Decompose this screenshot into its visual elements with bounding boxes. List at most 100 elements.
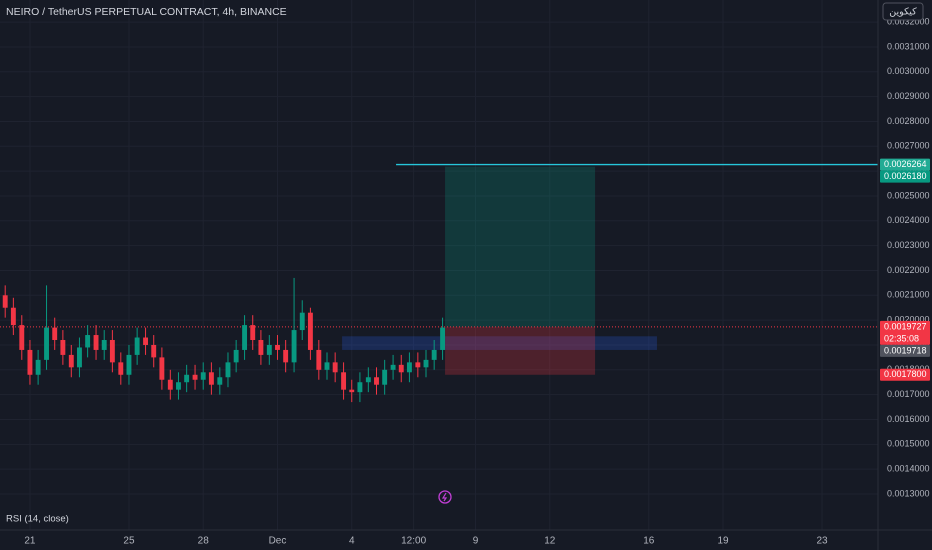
price-label: 0.0019727 [884, 321, 927, 331]
y-tick-label: 0.0017000 [887, 389, 930, 399]
candle-body [167, 379, 173, 390]
candle-body [184, 374, 190, 383]
candle-body [101, 340, 107, 350]
y-tick-label: 0.0029000 [887, 91, 930, 101]
loss-zone [445, 326, 596, 375]
indicator-label: RSI (14, close) [6, 514, 69, 525]
grid [0, 0, 878, 530]
candle-body [143, 337, 149, 345]
candle-body [406, 362, 412, 373]
candle-body [332, 362, 338, 373]
candle-body [52, 327, 58, 341]
x-tick-label: 12:00 [401, 536, 426, 547]
candle-body [208, 372, 214, 385]
y-tick-label: 0.0027000 [887, 141, 930, 151]
candle-body [118, 362, 124, 375]
price-label-box [880, 344, 930, 357]
candle-body [19, 325, 25, 350]
x-tick-label: 25 [123, 536, 135, 547]
candle-body [415, 362, 421, 368]
y-tick-label: 0.0020000 [887, 315, 930, 325]
x-tick-label: 21 [24, 536, 36, 547]
candle-body [85, 335, 91, 348]
candle-body [275, 344, 280, 350]
y-tick-label: 0.0021000 [887, 290, 930, 300]
event-icon-bolt [441, 492, 448, 502]
candle-body [250, 325, 256, 341]
candle-body [109, 340, 115, 363]
candle-body [217, 377, 223, 385]
candle-body [341, 372, 347, 390]
candle-body [68, 354, 74, 368]
candle-body [398, 364, 404, 373]
drawings [0, 163, 878, 375]
candle-body [27, 349, 33, 375]
y-tick-label: 0.0023000 [887, 240, 930, 250]
candle-body [440, 327, 446, 350]
candle-body [159, 357, 165, 380]
x-tick-label: 16 [643, 536, 655, 547]
y-tick-label: 0.0022000 [887, 265, 930, 275]
y-tick-label: 0.0024000 [887, 215, 930, 225]
candle-body [423, 359, 429, 368]
price-label-box [880, 158, 930, 171]
x-tick-label: 12 [544, 536, 556, 547]
button-label[interactable]: کیکوین [889, 7, 917, 18]
y-tick-label: 0.0015000 [887, 439, 930, 449]
x-tick-label: Dec [269, 536, 287, 547]
candle-body [93, 335, 99, 350]
price-label: 0.0019718 [884, 345, 927, 355]
candles [2, 277, 446, 403]
axes: 0.0013000 0.0014000 0.0015000 0.0016000 0.00… [24, 16, 930, 547]
y-tick-label: 0.0014000 [887, 464, 930, 474]
candle-body [390, 364, 396, 370]
candle-body [242, 325, 248, 350]
x-tick-label: 28 [198, 536, 210, 547]
candle-body [35, 359, 41, 375]
candle-body [200, 372, 206, 380]
candle-body [233, 349, 239, 363]
candle-body [307, 312, 313, 350]
y-tick-label: 0.0032000 [887, 16, 930, 26]
candle-body [126, 354, 132, 375]
price-label: 0.0017800 [884, 369, 927, 379]
candle-body [316, 349, 322, 370]
candle-body [258, 340, 264, 355]
event-icon[interactable] [438, 490, 452, 504]
candle-body [44, 327, 49, 360]
price-label: 0.0026180 [884, 171, 927, 181]
candle-body [225, 362, 231, 378]
candle-body [431, 349, 437, 360]
price-label: 0.0026264 [884, 159, 927, 169]
profit-zone [445, 166, 596, 327]
y-tick-label: 0.0025000 [887, 190, 930, 200]
y-tick-label: 0.0031000 [887, 41, 930, 51]
y-tick-label: 0.0028000 [887, 116, 930, 126]
y-tick-label: 0.0013000 [887, 488, 930, 498]
candle-body [349, 389, 355, 393]
candle-body [299, 312, 305, 331]
candle-body [60, 340, 66, 355]
candle-body [266, 344, 272, 355]
candle-body [324, 362, 330, 370]
price-label-box [880, 170, 930, 183]
candle-body [192, 374, 198, 380]
candle-body [2, 295, 8, 308]
countdown: 02:35:08 [884, 333, 919, 343]
zone [342, 336, 657, 350]
candle-body [374, 377, 379, 385]
y-tick-label: 0.0030000 [887, 66, 930, 76]
chart-title: NEIRO / TetherUS PERPETUAL CONTRACT, 4h,… [6, 6, 287, 18]
price-label-box [880, 368, 930, 381]
candle-body [291, 330, 297, 363]
button[interactable] [882, 2, 924, 21]
x-tick-label: 4 [349, 536, 355, 547]
price-label-box [880, 320, 930, 345]
y-tick-label: 0.0016000 [887, 414, 930, 424]
candle-body [10, 307, 16, 326]
candle-body [77, 347, 82, 368]
candle-body [382, 369, 388, 385]
candle-body [151, 344, 157, 358]
